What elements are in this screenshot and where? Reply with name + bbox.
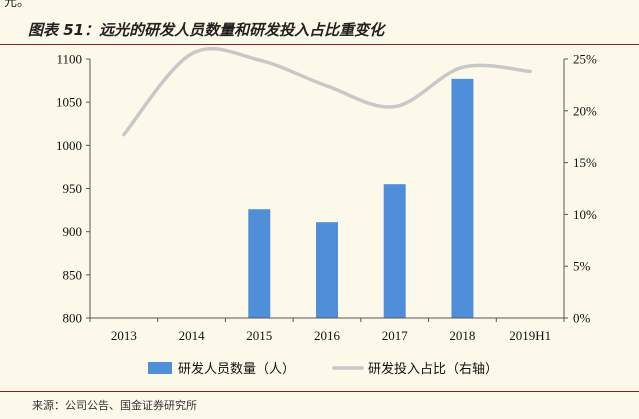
y-right-tick-label: 25%	[573, 52, 597, 67]
x-tick-label: 2015	[246, 328, 272, 343]
x-tick-label: 2017	[382, 328, 409, 343]
x-tick-label: 2013	[111, 328, 137, 343]
y-right-tick-label: 0%	[573, 311, 591, 326]
top-text-fragment: 元。	[4, 0, 31, 10]
y-right-tick-label: 15%	[573, 155, 597, 170]
y-left-tick-label: 850	[63, 267, 83, 282]
y-right-tick-label: 5%	[573, 259, 591, 274]
figure-title-bar: 图表 51：远光的研发人员数量和研发投入占比重变化	[0, 14, 639, 45]
y-left-tick-label: 950	[63, 181, 83, 196]
line-series-path	[122, 46, 532, 137]
legend: 研发人员数量（人） 研发投入占比（右轴）	[148, 361, 498, 377]
y-left-tick-label: 900	[63, 224, 83, 239]
y-left-tick-label: 1050	[56, 95, 82, 110]
axes: 800 850 900 950 1000 1050 1100 0% 5% 10% 15% 20% 25%…	[56, 52, 597, 344]
bar-2017	[383, 184, 406, 318]
legend-label-line: 研发投入占比（右轴）	[368, 361, 498, 377]
bar-2015	[248, 209, 271, 318]
bar-2016	[316, 222, 338, 318]
legend-label-bar: 研发人员数量（人）	[178, 361, 295, 377]
x-tick-label: 2014	[179, 328, 206, 343]
y-right-tick-label: 20%	[573, 103, 597, 118]
y-right-tick-label: 10%	[573, 207, 597, 222]
x-tick-label: 2016	[314, 328, 341, 343]
source-bar: 来源：公司公告、国金证券研究所	[0, 391, 639, 412]
x-tick-label: 2018	[449, 328, 475, 343]
x-tick-label: 2019H1	[509, 328, 551, 343]
source-note: 来源：公司公告、国金证券研究所	[32, 399, 197, 412]
y-left-tick-label: 800	[63, 311, 83, 326]
legend-swatch-bar	[148, 362, 172, 374]
y-left-tick-label: 1000	[56, 138, 82, 153]
bar-2018	[451, 78, 474, 319]
bar-series	[248, 78, 474, 319]
y-left-tick-label: 1100	[56, 52, 82, 67]
figure-title: 图表 51：远光的研发人员数量和研发投入占比重变化	[28, 21, 385, 39]
chart: 800 850 900 950 1000 1050 1100 0% 5% 10% 15% 20% 25%…	[56, 46, 597, 377]
